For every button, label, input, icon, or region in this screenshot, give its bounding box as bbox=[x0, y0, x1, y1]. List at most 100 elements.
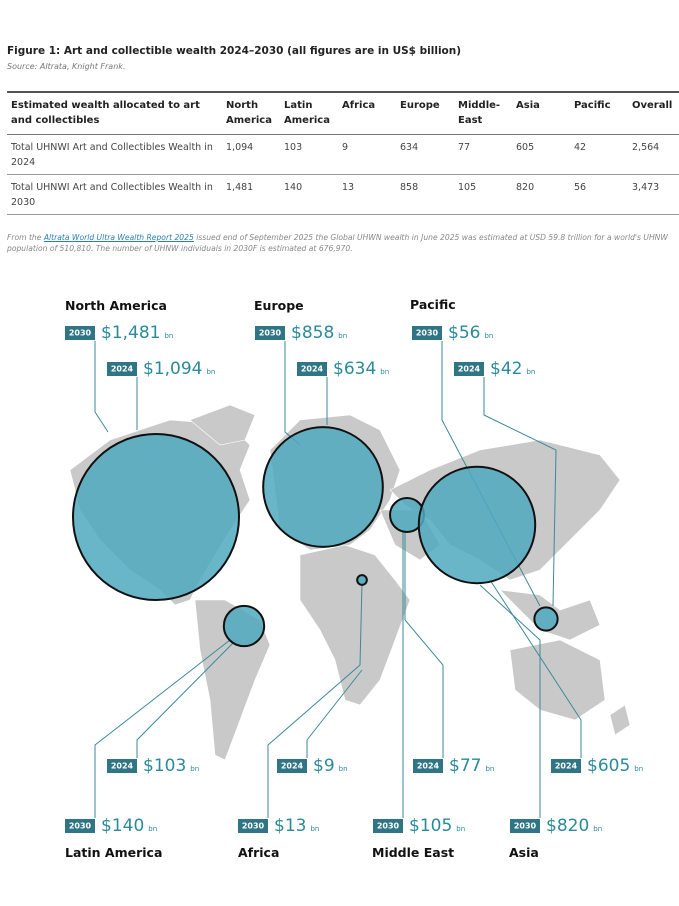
leader-line bbox=[267, 582, 363, 818]
wealth-table: Estimated wealth allocated to art and co… bbox=[7, 91, 679, 215]
unit: bn bbox=[310, 825, 319, 833]
report-link[interactable]: Altrata World Ultra Wealth Report 2025 bbox=[43, 233, 194, 242]
table-cell: 105 bbox=[454, 174, 512, 215]
unit: bn bbox=[190, 765, 199, 773]
region-name: Pacific bbox=[410, 297, 456, 312]
value-2030: $140 bbox=[101, 816, 144, 836]
leader-line bbox=[306, 669, 363, 758]
unit: bn bbox=[485, 765, 494, 773]
value-2024: $605 bbox=[587, 756, 630, 776]
wealth-bubble bbox=[533, 606, 559, 632]
table-cell: 77 bbox=[454, 134, 512, 175]
value-2024: $1,094 bbox=[143, 359, 202, 379]
unit: bn bbox=[526, 368, 535, 376]
table-cell: 1,094 bbox=[222, 134, 280, 175]
region-name: Latin America bbox=[65, 845, 162, 860]
column-header: Asia bbox=[512, 91, 570, 135]
value-2030: $13 bbox=[274, 816, 306, 836]
column-header: Latin America bbox=[280, 91, 338, 135]
table-row: Total UHNWI Art and Collectibles Wealth … bbox=[7, 134, 679, 175]
leader-line bbox=[479, 584, 541, 818]
value-2024: $77 bbox=[449, 756, 481, 776]
year-tag bbox=[238, 819, 268, 833]
table-cell: 9 bbox=[338, 134, 396, 175]
column-header: Middle-East bbox=[454, 91, 512, 135]
value-2030: $56 bbox=[448, 323, 480, 343]
year-tag-text: 2030 bbox=[514, 822, 537, 831]
column-header: Estimated wealth allocated to art and co… bbox=[7, 91, 222, 135]
year-tag-text: 2024 bbox=[555, 762, 578, 771]
value-2030: $820 bbox=[546, 816, 589, 836]
column-header: Pacific bbox=[570, 91, 628, 135]
year-tag-text: 2030 bbox=[69, 329, 92, 338]
unit: bn bbox=[206, 368, 215, 376]
leader-line bbox=[94, 341, 109, 433]
year-tag-text: 2030 bbox=[377, 822, 400, 831]
region-name: North America bbox=[65, 298, 167, 313]
wealth-bubble bbox=[356, 574, 368, 586]
table-cell: 2,564 bbox=[628, 134, 679, 175]
table-cell: 605 bbox=[512, 134, 570, 175]
unit: bn bbox=[148, 825, 157, 833]
year-tag-text: 2024 bbox=[458, 365, 481, 374]
year-tag bbox=[510, 819, 540, 833]
year-tag bbox=[551, 759, 581, 773]
table-cell: 42 bbox=[570, 134, 628, 175]
year-tag bbox=[297, 362, 327, 376]
note-text: From the bbox=[7, 233, 44, 242]
column-header: Overall bbox=[628, 91, 679, 135]
leader-line bbox=[94, 639, 231, 818]
unit: bn bbox=[593, 825, 602, 833]
value-2030: $858 bbox=[291, 323, 334, 343]
wealth-bubble bbox=[72, 433, 240, 601]
unit: bn bbox=[164, 332, 173, 340]
value-2030: $105 bbox=[409, 816, 452, 836]
year-tag bbox=[107, 759, 137, 773]
value-2024: $103 bbox=[143, 756, 186, 776]
table-cell: 1,481 bbox=[222, 174, 280, 215]
figure-source: Source: Altrata, Knight Frank. bbox=[7, 62, 126, 71]
unit: bn bbox=[339, 765, 348, 773]
year-tag bbox=[255, 326, 285, 340]
column-header: North America bbox=[222, 91, 280, 135]
note-text: issued end of September 2025 the Global … bbox=[7, 233, 668, 253]
region-name: Middle East bbox=[372, 845, 454, 860]
table-cell: 140 bbox=[280, 174, 338, 215]
year-tag bbox=[412, 326, 442, 340]
year-tag-text: 2030 bbox=[259, 329, 282, 338]
wealth-bubble bbox=[262, 426, 384, 548]
table-cell: 3,473 bbox=[628, 174, 679, 215]
note: From the Altrata World Ultra Wealth Repo… bbox=[7, 232, 679, 254]
wealth-bubble bbox=[417, 465, 537, 585]
year-tag-text: 2024 bbox=[417, 762, 440, 771]
year-tag bbox=[107, 362, 137, 376]
year-tag-text: 2030 bbox=[242, 822, 265, 831]
unit: bn bbox=[456, 825, 465, 833]
table-cell: 820 bbox=[512, 174, 570, 215]
region-name: Asia bbox=[509, 845, 539, 860]
year-tag bbox=[277, 759, 307, 773]
figure-title: Figure 1: Art and collectible wealth 202… bbox=[7, 45, 462, 57]
year-tag bbox=[65, 326, 95, 340]
table-row: Total UHNWI Art and Collectibles Wealth … bbox=[7, 174, 679, 215]
value-2024: $9 bbox=[313, 756, 335, 776]
value-2024: $42 bbox=[490, 359, 522, 379]
leader-line bbox=[483, 377, 557, 607]
region-name: Europe bbox=[254, 298, 304, 313]
table-cell: 858 bbox=[396, 174, 454, 215]
table-cell: Total UHNWI Art and Collectibles Wealth … bbox=[7, 174, 222, 215]
table-cell: Total UHNWI Art and Collectibles Wealth … bbox=[7, 134, 222, 175]
region-name: Africa bbox=[238, 845, 279, 860]
column-header: Europe bbox=[396, 91, 454, 135]
leader-line bbox=[136, 639, 237, 758]
unit: bn bbox=[484, 332, 493, 340]
leader-line bbox=[404, 530, 444, 758]
value-2030: $1,481 bbox=[101, 323, 160, 343]
column-header: Africa bbox=[338, 91, 396, 135]
year-tag bbox=[373, 819, 403, 833]
year-tag-text: 2024 bbox=[111, 762, 134, 771]
year-tag bbox=[454, 362, 484, 376]
table-cell: 56 bbox=[570, 174, 628, 215]
